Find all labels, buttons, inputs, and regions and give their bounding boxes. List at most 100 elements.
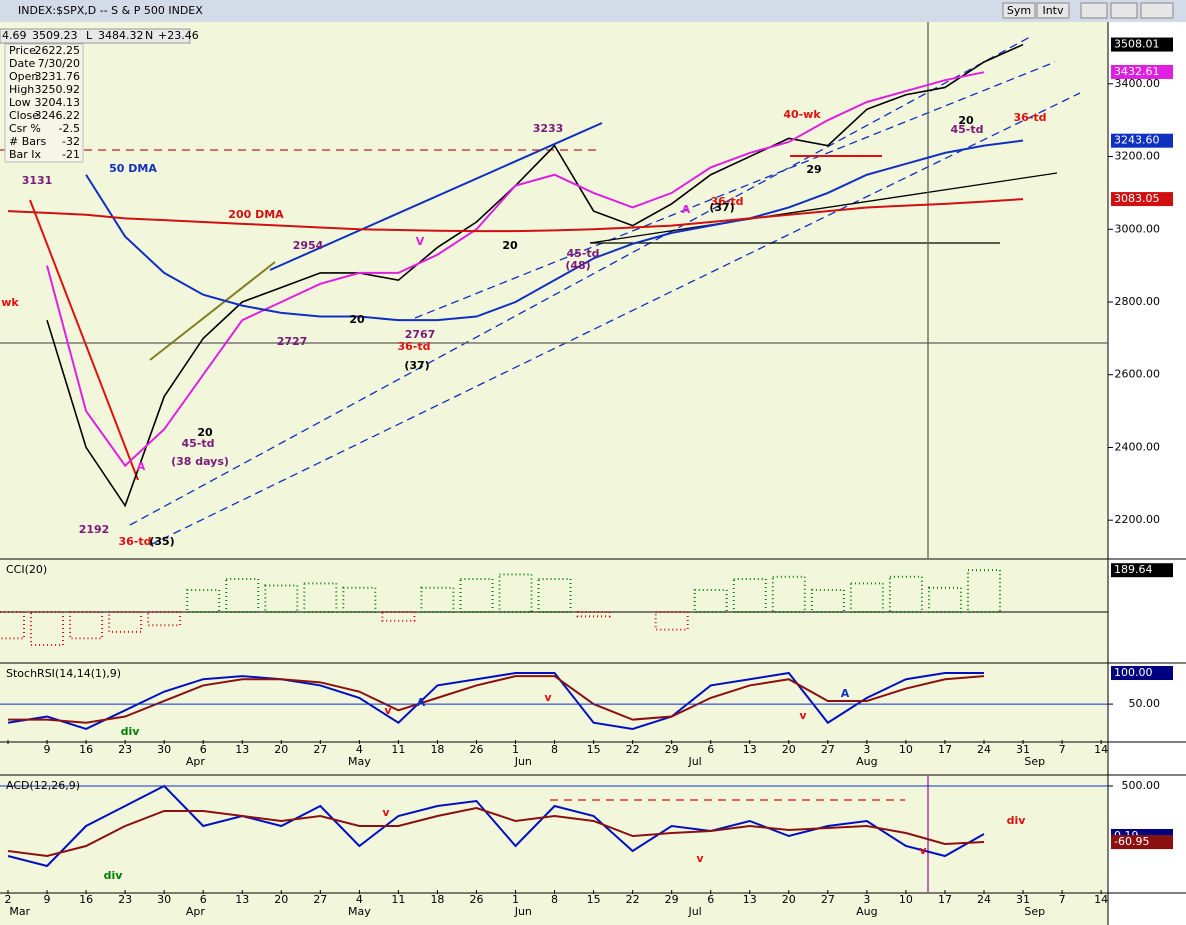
- bar: [849, 582, 884, 613]
- series-line: [46, 43, 1024, 508]
- x-tick-label: 14: [1094, 893, 1108, 906]
- month-label: Jun: [514, 755, 532, 768]
- x-tick-label: 13: [235, 893, 249, 906]
- quote-item: 4.69: [2, 29, 27, 42]
- minimize-button[interactable]: [1080, 2, 1108, 19]
- bar: [927, 586, 962, 613]
- x-tick-label: 31: [1016, 893, 1030, 906]
- x-tick-label: 4: [356, 743, 363, 756]
- x-tick-label: 3: [863, 893, 870, 906]
- x-tick-label: 27: [313, 743, 327, 756]
- x-tick-label: 30: [157, 893, 171, 906]
- y-tick-label: 500.00: [1122, 779, 1161, 792]
- sym-label[interactable]: Sym: [1007, 4, 1031, 17]
- x-tick-label: 16: [79, 893, 93, 906]
- close-button[interactable]: [1140, 2, 1174, 19]
- x-tick-label: 23: [118, 743, 132, 756]
- x-tick-label: 6: [707, 893, 714, 906]
- annotation: 40-wk: [783, 108, 821, 121]
- data-value: 3246.22: [35, 109, 81, 122]
- data-value: -32: [62, 135, 80, 148]
- x-tick-label: 20: [274, 743, 288, 756]
- channel-line: [149, 92, 1081, 546]
- bar: [30, 610, 65, 647]
- maximize-button[interactable]: [1110, 2, 1138, 19]
- series-line: [85, 139, 1024, 322]
- annotation: 36-td: [397, 340, 430, 353]
- bar: [693, 588, 728, 613]
- panel-title: StochRSI(14,14(1),9): [6, 667, 121, 680]
- bar: [303, 582, 338, 613]
- bar: [147, 610, 182, 627]
- trend-line: [29, 199, 139, 481]
- x-tick-label: 17: [938, 893, 952, 906]
- month-label: May: [348, 755, 371, 768]
- y-tick-label: 2200.00: [1115, 513, 1161, 526]
- x-tick-label: 27: [313, 893, 327, 906]
- month-label: Jun: [514, 905, 532, 918]
- price-tag-label: 3508.01: [1114, 38, 1160, 51]
- price-tag: [1111, 835, 1173, 850]
- bar: [771, 575, 806, 613]
- x-tick-label: 2: [5, 893, 12, 906]
- x-tick-label: 27: [821, 893, 835, 906]
- annotation: A: [841, 687, 850, 700]
- price-tag: [1111, 37, 1173, 52]
- annotation: 200 DMA: [228, 208, 284, 221]
- x-tick-label: 8: [551, 743, 558, 756]
- data-value: 3204.13: [35, 96, 81, 109]
- month-label: Jul: [687, 905, 701, 918]
- intv-button[interactable]: [1036, 2, 1070, 19]
- support-line: [589, 172, 1058, 244]
- data-value: -2.5: [59, 122, 80, 135]
- x-tick-label: 20: [782, 743, 796, 756]
- annotation: v: [382, 806, 390, 819]
- panel-title: CCI(20): [6, 563, 47, 576]
- bar: [381, 610, 416, 622]
- data-label: Csr %: [9, 122, 41, 135]
- quote-item: +23.46: [158, 29, 199, 42]
- annotation: div: [104, 869, 124, 882]
- channel-line: [414, 61, 1056, 319]
- y-tick-label: 3200.00: [1115, 150, 1161, 163]
- annotation: 36-td: [118, 535, 151, 548]
- bar: [498, 573, 533, 613]
- series-line: [7, 671, 984, 731]
- sym-button[interactable]: [1002, 2, 1036, 19]
- bar: [459, 577, 494, 613]
- month-label: Aug: [856, 755, 877, 768]
- bar: [186, 588, 221, 613]
- month-label: May: [348, 905, 371, 918]
- x-tick-label: 11: [391, 893, 405, 906]
- x-tick-label: 18: [430, 743, 444, 756]
- x-tick-label: 14: [1094, 743, 1108, 756]
- x-tick-label: 6: [707, 743, 714, 756]
- data-window-bg: [4, 43, 84, 163]
- month-label: Aug: [856, 905, 877, 918]
- data-label: Open: [9, 70, 38, 83]
- annotation: 3131: [22, 174, 53, 187]
- x-tick-label: 24: [977, 743, 991, 756]
- intv-label[interactable]: Intv: [1042, 4, 1064, 17]
- annotation: (37): [404, 359, 429, 372]
- annotation: div: [1007, 814, 1027, 827]
- month-label: Jul: [687, 755, 701, 768]
- annotation: 2192: [79, 523, 110, 536]
- data-value: 3250.92: [35, 83, 81, 96]
- annotation: 36-td: [1013, 111, 1046, 124]
- data-label: High: [9, 83, 34, 96]
- annotation: 2954: [293, 239, 324, 252]
- annotation: A: [137, 460, 146, 473]
- x-tick-label: 18: [430, 893, 444, 906]
- x-tick-label: 7: [1059, 893, 1066, 906]
- x-tick-label: 7: [1059, 743, 1066, 756]
- quote-item: N: [145, 29, 153, 42]
- bar: [654, 610, 689, 631]
- title-bar: [0, 0, 1186, 22]
- x-tick-label: 9: [44, 743, 51, 756]
- annotation: (48): [565, 259, 590, 272]
- annotation: 3233: [533, 122, 564, 135]
- x-tick-label: 13: [743, 893, 757, 906]
- x-tick-label: 17: [938, 743, 952, 756]
